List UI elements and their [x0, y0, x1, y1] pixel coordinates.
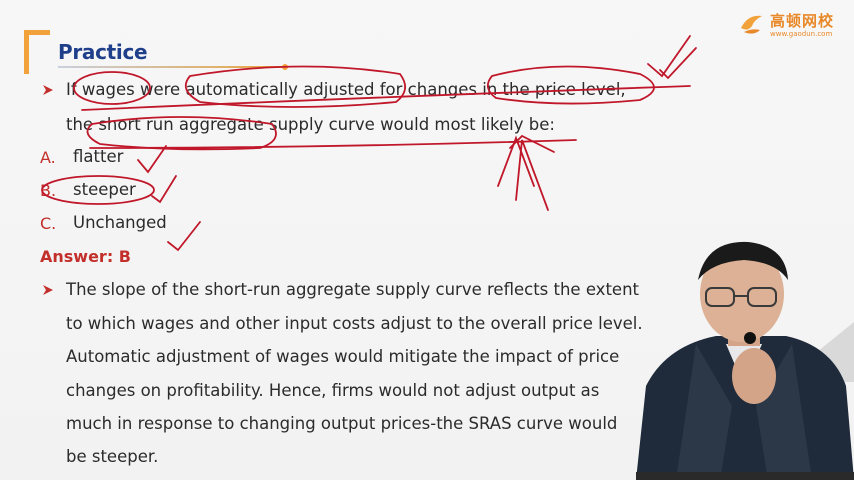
option-b-letter: B.	[40, 181, 57, 200]
bullet-arrow-icon	[43, 285, 53, 295]
explanation-line-6: be steeper.	[66, 447, 159, 466]
explanation-line-2: to which wages and other input costs adj…	[66, 314, 643, 333]
ink-underline-line2	[89, 139, 577, 149]
gaodun-logo-icon	[741, 15, 762, 34]
bullet-arrow-icon	[43, 85, 53, 95]
ink-check-flatter	[137, 145, 167, 174]
ink-check-top-right	[647, 35, 691, 78]
ink-arrow-up-2	[515, 139, 549, 211]
slide-title: Practice	[58, 40, 148, 64]
question-line-1: If wages were automatically adjusted for…	[66, 80, 626, 99]
brand-logo: 高顿网校 www.gaodun.com	[738, 8, 848, 42]
explanation-line-4: changes on profitability. Hence, firms w…	[66, 381, 600, 400]
answer-label: Answer: B	[40, 247, 131, 266]
question-line-2: the short run aggregate supply curve wou…	[66, 115, 555, 134]
ink-check-steeper	[151, 175, 177, 204]
title-underline-dot	[282, 64, 288, 70]
explanation-line-3: Automatic adjustment of wages would miti…	[66, 347, 620, 366]
explanation-line-5: much in response to changing output pric…	[66, 414, 618, 433]
explanation-line-1: The slope of the short-run aggregate sup…	[66, 280, 639, 299]
ink-check-unchanged	[167, 221, 201, 252]
title-bracket-decoration	[24, 30, 50, 74]
logo-wordmark: 高顿网校	[770, 12, 835, 30]
ink-check-top-right-2	[659, 47, 697, 80]
title-underline	[58, 66, 288, 68]
ink-arrow-head	[509, 134, 555, 153]
option-c-text: Unchanged	[73, 213, 167, 232]
option-b-text: steeper	[73, 180, 136, 199]
logo-url: www.gaodun.com	[770, 30, 833, 38]
option-c-letter: C.	[40, 214, 57, 233]
presenter-video	[636, 241, 854, 480]
ink-arrow-up-1	[497, 135, 535, 187]
option-a-letter: A.	[40, 148, 56, 167]
option-a-text: flatter	[73, 147, 124, 166]
